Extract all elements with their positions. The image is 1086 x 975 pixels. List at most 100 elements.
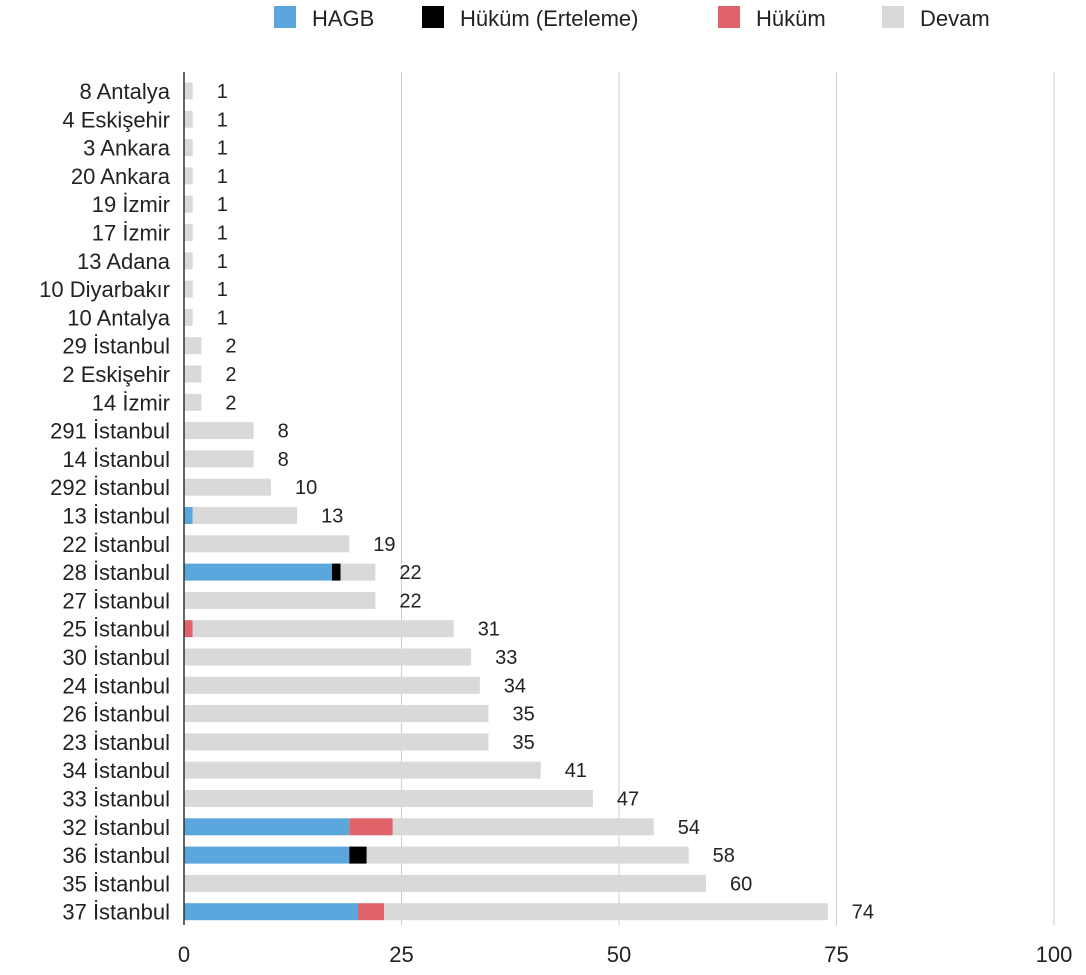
bar-total-label: 1 [217,194,228,216]
x-tick-label: 100 [1036,942,1073,967]
bar-segment-devam [184,761,541,779]
bar-total-label: 10 [295,477,317,499]
bar-total-label: 1 [217,307,228,329]
bar-total-label: 1 [217,251,228,273]
legend-label: Hüküm (Erteleme) [460,6,638,31]
bar-segment-devam [192,620,454,638]
bar-segment-devam [184,648,472,666]
bar-segment-hagb [184,563,332,581]
category-label: 28 İstanbul [62,560,170,585]
bar-segment-devam [184,167,193,185]
bar-segment-h-k-m-erteleme- [349,846,367,864]
bar-segment-devam [392,818,654,836]
legend-swatch [422,6,444,28]
bar-segment-devam [184,591,376,609]
category-label: 20 Ankara [71,164,171,189]
category-label: 19 İzmir [92,192,170,217]
bar-total-label: 34 [504,675,526,697]
bar-segment-h-k-m [358,903,385,921]
category-label: 26 İstanbul [62,702,170,727]
category-label: 33 İstanbul [62,787,170,812]
data-labels: 1111111112228810131922223133343535414754… [217,81,874,924]
category-label: 291 İstanbul [50,419,170,444]
bar-total-label: 1 [217,138,228,160]
category-label: 30 İstanbul [62,645,170,670]
category-label: 35 İstanbul [62,871,170,896]
x-axis-ticks: 0 25 50 75 100 [178,942,1072,967]
bar-segment-hagb [184,846,350,864]
category-label: 36 İstanbul [62,843,170,868]
gridlines [401,72,1055,925]
bar-segment-devam [184,733,489,751]
category-label: 14 İstanbul [62,447,170,472]
bar-total-label: 1 [217,81,228,103]
bar-total-label: 2 [225,364,236,386]
bar-total-label: 58 [713,845,735,867]
bar-total-label: 35 [513,732,535,754]
bar-total-label: 2 [225,392,236,414]
category-label: 22 İstanbul [62,532,170,557]
bar-segment-h-k-m-erteleme- [331,563,341,581]
bar-segment-devam [184,705,489,723]
category-label: 37 İstanbul [62,900,170,925]
bar-total-label: 1 [217,166,228,188]
category-label: 14 İzmir [92,390,170,415]
bar-segment-devam [184,337,202,355]
category-labels: 8 Antalya 4 Eskişehir 3 Ankara 20 Ankara 19 … [39,79,171,925]
legend-swatch [718,6,740,28]
legend-label: HAGB [312,6,374,31]
x-tick-label: 50 [607,942,631,967]
category-label: 13 İstanbul [62,504,170,529]
bar-segment-devam [184,139,193,157]
legend-swatch [274,6,296,28]
x-tick-label: 75 [824,942,848,967]
bar-segment-devam [184,478,271,496]
bar-segment-devam [184,450,254,468]
bar-total-label: 1 [217,109,228,131]
bar-total-label: 33 [495,647,517,669]
bar-segment-devam [184,308,193,326]
bar-total-label: 60 [730,873,752,895]
legend-label: Devam [920,6,990,31]
bar-total-label: 41 [565,760,587,782]
bar-total-label: 54 [678,817,700,839]
bar-total-label: 2 [225,336,236,358]
category-label: 2 Eskişehir [62,362,170,387]
category-label: 17 İzmir [92,221,170,246]
bar-total-label: 1 [217,223,228,245]
category-label: 27 İstanbul [62,588,170,613]
bar-segment-devam [184,110,193,128]
bar-segment-devam [184,676,480,694]
bar-segment-devam [340,563,376,581]
x-tick-label: 25 [389,942,413,967]
bar-total-label: 74 [852,902,874,924]
category-label: 13 Adana [77,249,171,274]
category-label: 4 Eskişehir [62,107,170,132]
bar-total-label: 22 [399,590,421,612]
category-label: 32 İstanbul [62,815,170,840]
category-label: 24 İstanbul [62,673,170,698]
legend: HAGB Hüküm (Erteleme) Hüküm Devam [274,6,990,31]
bar-segment-h-k-m [184,620,193,638]
category-label: 8 Antalya [79,79,170,104]
bar-segment-hagb [184,818,350,836]
bar-total-label: 19 [373,534,395,556]
bar-segment-devam [184,280,193,298]
bar-total-label: 22 [399,562,421,584]
legend-label: Hüküm [756,6,826,31]
category-label: 29 İstanbul [62,334,170,359]
bar-segment-devam [366,846,689,864]
bar-total-label: 47 [617,789,639,811]
bar-total-label: 1 [217,279,228,301]
bar-segment-hagb [184,507,193,524]
category-label: 23 İstanbul [62,730,170,755]
legend-swatch [882,6,904,28]
category-label: 25 İstanbul [62,617,170,642]
bar-segment-devam [184,195,193,213]
category-label: 10 Diyarbakır [39,277,170,302]
bar-total-label: 31 [478,619,500,641]
category-label: 34 İstanbul [62,758,170,783]
bar-total-label: 35 [513,704,535,726]
bar-total-label: 13 [321,506,343,528]
